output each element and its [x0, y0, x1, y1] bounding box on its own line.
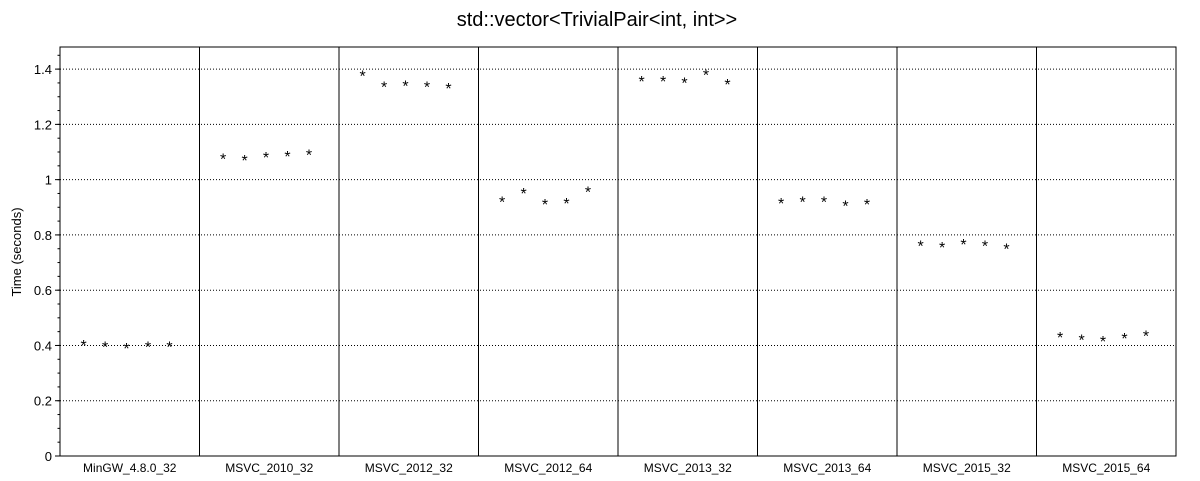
data-point: * — [1143, 328, 1149, 345]
data-point: * — [306, 147, 312, 164]
data-point: * — [1057, 330, 1063, 347]
data-point: * — [445, 81, 451, 98]
data-point: * — [123, 341, 129, 358]
category-label: MinGW_4.8.0_32 — [83, 461, 177, 475]
data-point: * — [585, 185, 591, 202]
data-point: * — [681, 76, 687, 93]
y-tick-label: 1.2 — [34, 117, 52, 132]
category-label: MSVC_2012_64 — [504, 461, 592, 475]
data-point: * — [864, 197, 870, 214]
y-tick-label: 0.2 — [34, 394, 52, 409]
category-label: MSVC_2015_32 — [923, 461, 1011, 475]
plot-area: 0 0.2 0.4 0.6 0.8 1 1.2 1.4 MinGW_4.8.0_32 * * * * * M… — [34, 46, 1177, 475]
data-point: * — [542, 197, 548, 214]
data-point: * — [166, 339, 172, 356]
data-point: * — [563, 196, 569, 213]
data-point: * — [660, 74, 666, 91]
data-point: * — [145, 339, 151, 356]
y-tick-label: 0.6 — [34, 283, 52, 298]
data-point: * — [799, 194, 805, 211]
data-point: * — [724, 77, 730, 94]
data-point: * — [917, 239, 923, 256]
chart-title: std::vector<TrivialPair<int, int>> — [457, 9, 738, 31]
category-label: MSVC_2010_32 — [225, 461, 313, 475]
data-point: * — [1003, 241, 1009, 258]
y-axis-label: Time (seconds) — [9, 207, 24, 296]
data-point: * — [499, 194, 505, 211]
y-tick-label: 0.8 — [34, 228, 52, 243]
data-point: * — [960, 237, 966, 254]
y-tick-label: 1.4 — [34, 62, 52, 77]
data-point: * — [1121, 331, 1127, 348]
data-point: * — [102, 339, 108, 356]
category-label: MSVC_2013_64 — [783, 461, 871, 475]
y-tick-label: 1 — [45, 173, 52, 188]
data-point: * — [1100, 334, 1106, 351]
y-tick-label: 0 — [45, 449, 52, 464]
data-point: * — [1078, 333, 1084, 350]
category-label: MSVC_2013_32 — [644, 461, 732, 475]
data-point: * — [263, 150, 269, 167]
data-point: * — [220, 152, 226, 169]
data-point: * — [241, 153, 247, 170]
data-point: * — [821, 194, 827, 211]
category-label: MSVC_2012_32 — [365, 461, 453, 475]
data-point: * — [359, 69, 365, 86]
y-tick-label: 0.4 — [34, 338, 52, 353]
data-point: * — [778, 196, 784, 213]
data-point: * — [703, 67, 709, 84]
data-point: * — [402, 78, 408, 95]
data-point: * — [842, 199, 848, 216]
data-point: * — [520, 186, 526, 203]
data-point: * — [939, 240, 945, 257]
data-point: * — [982, 239, 988, 256]
data-point: * — [284, 149, 290, 166]
data-point: * — [80, 338, 86, 355]
data-point: * — [638, 74, 644, 91]
category-label: MSVC_2015_64 — [1062, 461, 1150, 475]
data-point: * — [381, 80, 387, 97]
data-point: * — [424, 80, 430, 97]
